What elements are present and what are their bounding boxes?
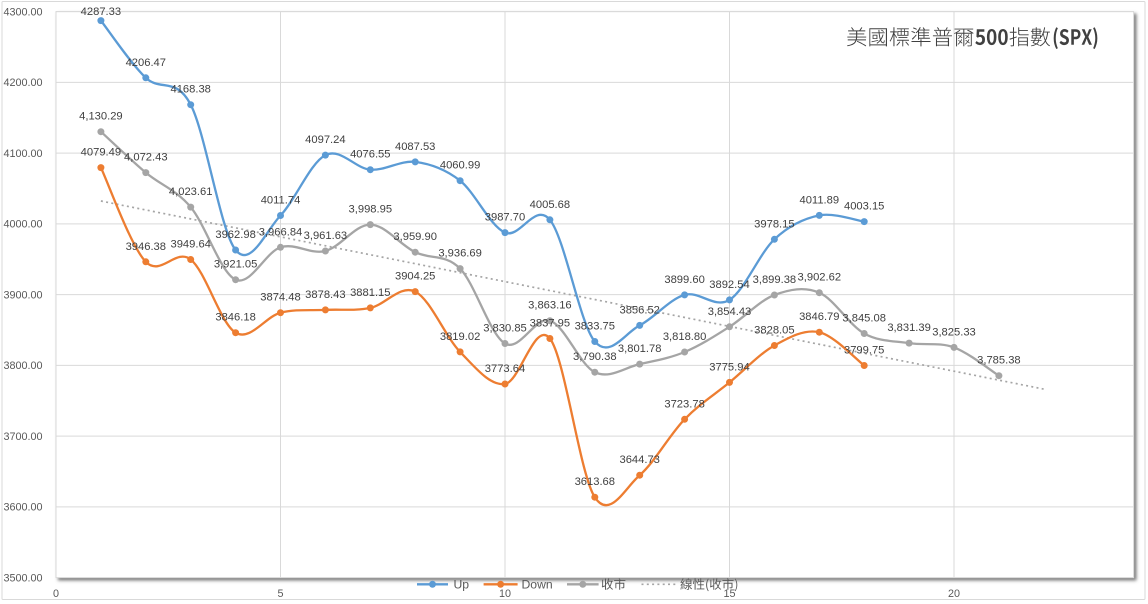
svg-text:3833.75: 3833.75 (575, 321, 615, 333)
svg-text:3946.38: 3946.38 (126, 241, 166, 253)
svg-text:3837.95: 3837.95 (530, 318, 570, 330)
svg-text:3,830.85: 3,830.85 (483, 323, 527, 335)
svg-text:4206.47: 4206.47 (126, 57, 166, 69)
svg-text:3,845.08: 3,845.08 (842, 313, 886, 325)
svg-text:4079.49: 4079.49 (81, 147, 121, 159)
svg-text:4011.89: 4011.89 (799, 194, 839, 206)
svg-text:4000.00: 4000.00 (3, 219, 42, 231)
svg-text:3846.18: 3846.18 (215, 312, 255, 324)
svg-text:3881.15: 3881.15 (350, 287, 390, 299)
svg-text:3904.25: 3904.25 (395, 271, 435, 283)
svg-text:3846.79: 3846.79 (799, 311, 839, 323)
svg-text:3828.05: 3828.05 (754, 325, 794, 337)
svg-text:3962.98: 3962.98 (215, 229, 255, 241)
svg-text:3613.68: 3613.68 (575, 476, 615, 488)
svg-text:3899.60: 3899.60 (664, 274, 704, 286)
svg-text:4168.38: 4168.38 (170, 84, 210, 96)
svg-text:3800.00: 3800.00 (3, 360, 42, 372)
svg-text:4300.00: 4300.00 (3, 6, 42, 18)
svg-text:3856.52: 3856.52 (619, 304, 659, 316)
svg-text:3500.00: 3500.00 (3, 572, 42, 584)
svg-text:15: 15 (723, 588, 735, 600)
svg-text:3,936.69: 3,936.69 (438, 248, 482, 260)
svg-text:3773.64: 3773.64 (485, 363, 525, 375)
svg-text:4060.99: 4060.99 (440, 160, 480, 172)
svg-text:3600.00: 3600.00 (3, 502, 42, 514)
svg-text:4076.55: 4076.55 (350, 149, 390, 161)
svg-text:3,863.16: 3,863.16 (528, 300, 572, 312)
svg-text:4087.53: 4087.53 (395, 141, 435, 153)
svg-text:0: 0 (53, 588, 59, 600)
svg-text:4005.68: 4005.68 (530, 199, 570, 211)
svg-text:4100.00: 4100.00 (3, 148, 42, 160)
svg-text:3892.54: 3892.54 (709, 279, 749, 291)
svg-text:3,801.78: 3,801.78 (618, 343, 662, 355)
svg-text:Down: Down (522, 578, 553, 592)
svg-text:4,072.43: 4,072.43 (124, 152, 168, 164)
svg-text:3878.43: 3878.43 (305, 289, 345, 301)
svg-text:3987.70: 3987.70 (485, 212, 525, 224)
svg-text:3949.64: 3949.64 (170, 239, 210, 251)
svg-text:3,854.43: 3,854.43 (708, 306, 752, 318)
svg-text:3,825.33: 3,825.33 (932, 326, 976, 338)
svg-text:3874.48: 3874.48 (260, 292, 300, 304)
svg-text:4,023.61: 4,023.61 (169, 186, 213, 198)
svg-text:5: 5 (277, 588, 283, 600)
svg-text:3,966.84: 3,966.84 (259, 226, 303, 238)
svg-text:10: 10 (499, 588, 511, 600)
svg-text:4011.74: 4011.74 (261, 195, 301, 207)
svg-text:4287.33: 4287.33 (81, 6, 121, 18)
svg-text:3,818.80: 3,818.80 (663, 331, 707, 343)
svg-text:3,959.90: 3,959.90 (393, 231, 437, 243)
svg-text:3978.15: 3978.15 (754, 218, 794, 230)
svg-text:3,921.05: 3,921.05 (214, 259, 258, 271)
svg-text:3723.78: 3723.78 (664, 398, 704, 410)
svg-text:3,899.38: 3,899.38 (753, 274, 797, 286)
svg-text:3644.73: 3644.73 (619, 454, 659, 466)
svg-text:Up: Up (454, 578, 470, 592)
svg-text:3,998.95: 3,998.95 (349, 204, 393, 216)
svg-text:3,902.62: 3,902.62 (798, 272, 842, 284)
svg-text:4,130.29: 4,130.29 (79, 111, 123, 123)
svg-text:3,831.39: 3,831.39 (887, 322, 931, 334)
svg-text:3,790.38: 3,790.38 (573, 351, 617, 363)
svg-text:3775.94: 3775.94 (709, 361, 749, 373)
svg-text:3900.00: 3900.00 (3, 289, 42, 301)
svg-text:3700.00: 3700.00 (3, 431, 42, 443)
svg-text:3,961.63: 3,961.63 (304, 230, 348, 242)
svg-text:3819.02: 3819.02 (440, 331, 480, 343)
svg-text:3799.75: 3799.75 (844, 345, 884, 357)
svg-text:20: 20 (948, 588, 960, 600)
svg-text:4097.24: 4097.24 (305, 134, 345, 146)
svg-text:4003.15: 4003.15 (844, 201, 884, 213)
svg-text:4200.00: 4200.00 (3, 77, 42, 89)
svg-text:3,785.38: 3,785.38 (977, 355, 1021, 367)
